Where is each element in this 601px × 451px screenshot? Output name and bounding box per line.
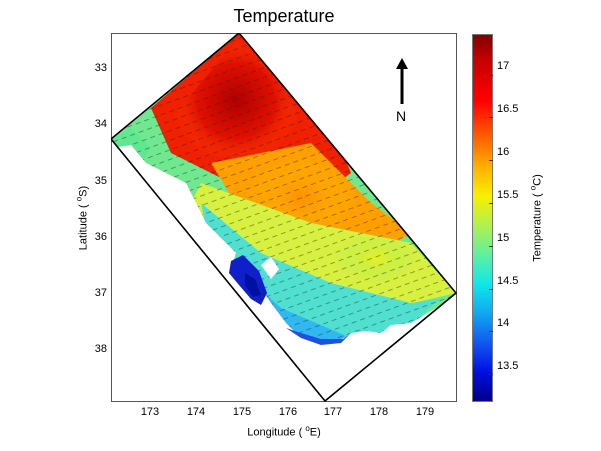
colorbar-tick-mark (489, 246, 493, 247)
y-tick-34: 34 (94, 118, 107, 130)
colorbar-tick-mark (489, 289, 493, 290)
colorbar-tick-14: 14 (497, 317, 510, 329)
colorbar-tick-17: 17 (497, 60, 510, 72)
y-tick-37: 37 (94, 287, 107, 299)
north-arrow-icon (396, 58, 408, 104)
y-tick-33: 33 (94, 62, 107, 74)
colorbar-tick-16-5: 16.5 (497, 103, 519, 115)
x-tick-173: 173 (140, 406, 160, 418)
colorbar-tick-13-5: 13.5 (497, 360, 519, 372)
x-tick-174: 174 (186, 406, 206, 418)
y-tick-35: 35 (94, 175, 107, 187)
colorbar (472, 34, 493, 402)
north-label: N (396, 108, 407, 124)
colorbar-tick-mark (489, 160, 493, 161)
colorbar-tick-mark (489, 203, 493, 204)
colorbar-tick-mark (489, 117, 493, 118)
temperature-map (111, 33, 457, 402)
chart-title: Temperature (233, 6, 335, 26)
colorbar-tick-16: 16 (497, 146, 510, 158)
y-axis-label: Latitude ( oS) (74, 185, 90, 251)
x-tick-175: 175 (232, 406, 252, 418)
x-tick-179: 179 (415, 406, 435, 418)
colorbar-tick-14-5: 14.5 (497, 275, 519, 287)
colorbar-tick-mark (489, 331, 493, 332)
colorbar-tick-15: 15 (497, 232, 510, 244)
colorbar-tick-mark (489, 75, 493, 76)
x-tick-176: 176 (278, 406, 298, 418)
x-axis-label: Longitude ( oE) (247, 424, 321, 439)
y-tick-38: 38 (94, 343, 107, 355)
y-tick-36: 36 (94, 231, 107, 243)
x-tick-178: 178 (369, 406, 389, 418)
colorbar-tick-mark (489, 374, 493, 375)
x-tick-177: 177 (323, 406, 343, 418)
colorbar-tick-15-5: 15.5 (497, 189, 519, 201)
colorbar-label: Temperature ( oC) (528, 174, 544, 262)
